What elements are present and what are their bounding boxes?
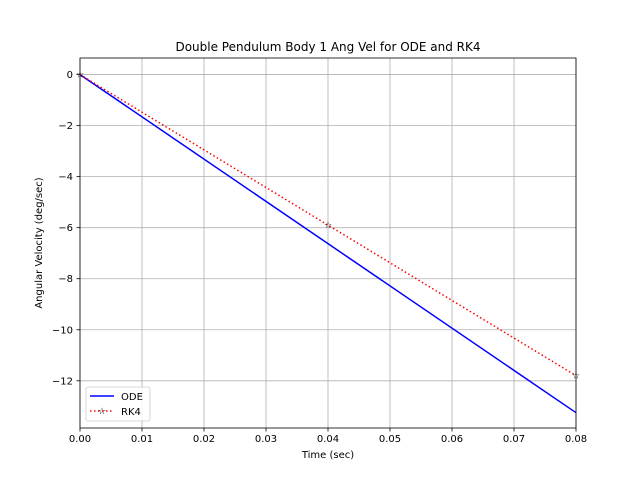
chart-title: Double Pendulum Body 1 Ang Vel for ODE a…	[175, 40, 480, 54]
x-tick-label: 0.03	[255, 434, 277, 445]
legend-rk4-marker: ☆	[98, 407, 106, 417]
y-axis: 0 −2 −4 −6 −8 −10 −12	[52, 70, 80, 387]
y-tick-label: −4	[58, 172, 73, 183]
x-tick-label: 0.00	[69, 434, 91, 445]
x-tick-label: 0.07	[503, 434, 525, 445]
x-tick-label: 0.04	[317, 434, 339, 445]
y-tick-label: −10	[52, 325, 73, 336]
x-tick-label: 0.06	[441, 434, 463, 445]
legend-rk4-label: RK4	[121, 407, 141, 418]
y-tick-label: −6	[58, 223, 73, 234]
x-tick-label: 0.05	[379, 434, 401, 445]
legend-ode-label: ODE	[121, 392, 143, 403]
y-tick-label: −2	[58, 121, 73, 132]
y-tick-label: −8	[58, 274, 73, 285]
x-axis: 0.00 0.01 0.02 0.03 0.04 0.05 0.06 0.07 0.08	[69, 428, 587, 445]
series-rk4-marker: ☆	[324, 221, 332, 231]
series-ode-line	[79, 73, 577, 414]
y-tick-label: 0	[67, 70, 73, 81]
series-rk4-line	[79, 73, 577, 377]
y-axis-label: Angular Velocity (deg/sec)	[34, 177, 45, 308]
x-tick-label: 0.08	[565, 434, 587, 445]
x-tick-label: 0.01	[131, 434, 153, 445]
legend: ODE ☆ RK4	[85, 386, 151, 422]
x-tick-label: 0.02	[193, 434, 215, 445]
x-axis-label: Time (sec)	[301, 450, 354, 461]
y-tick-label: −12	[52, 376, 73, 387]
